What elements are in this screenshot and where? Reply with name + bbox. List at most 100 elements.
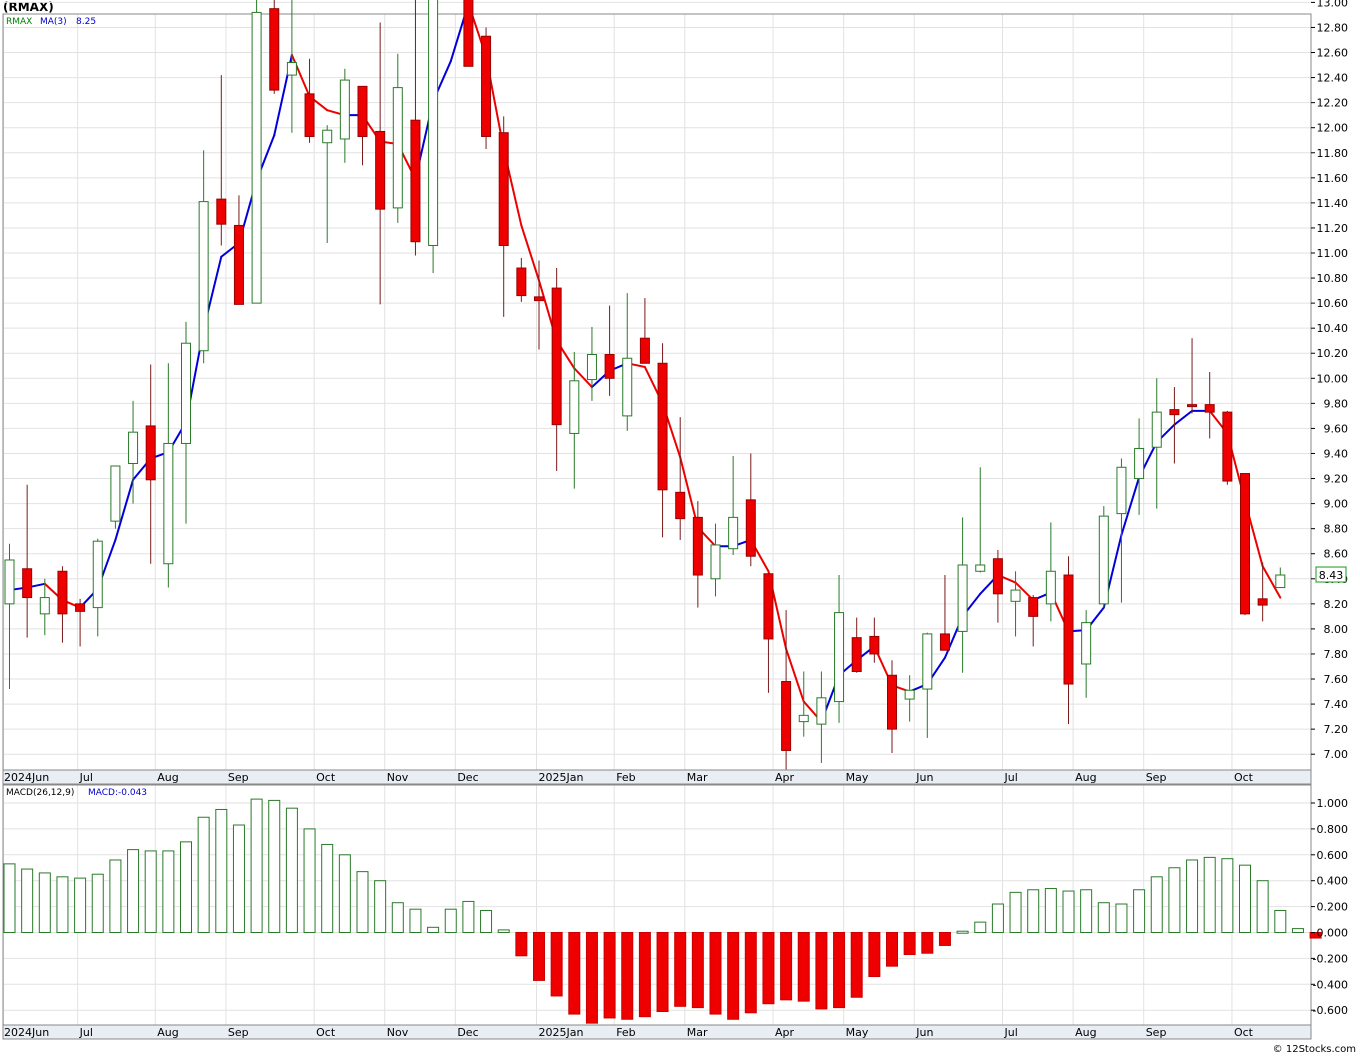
macd-bar (533, 932, 545, 981)
candle-body (428, 0, 439, 246)
macd-bar (938, 932, 951, 946)
macd-bar (1009, 891, 1022, 933)
macd-bar (974, 921, 987, 934)
price-y-tick-label: 9.60 (1324, 422, 1349, 435)
macd-bar (1097, 902, 1110, 934)
price-y-tick-label: 12.60 (1317, 47, 1349, 60)
candle-body (1081, 622, 1092, 665)
macd-bar (833, 932, 846, 1009)
candle-body (869, 635, 880, 655)
candle-body (728, 516, 739, 550)
price-y-tick-label: 10.40 (1317, 322, 1349, 335)
macd-bar (1027, 889, 1040, 934)
candle-body (216, 198, 227, 225)
macd-bar (1044, 887, 1057, 933)
macd-bar (268, 799, 281, 933)
macd-bar (1274, 909, 1287, 933)
macd-bar (74, 877, 87, 933)
macd-x-month-label: Jul (79, 1026, 93, 1039)
macd-bar (144, 850, 157, 933)
macd-bar (162, 850, 175, 933)
candle-body (4, 559, 15, 605)
candle-body (816, 697, 827, 725)
price-y-tick-label: 9.40 (1324, 447, 1349, 460)
macd-bar (38, 872, 51, 933)
macd-bars (3, 798, 1322, 1024)
candle-body (198, 201, 209, 352)
candle-body (339, 79, 350, 140)
price-y-tick-label: 12.40 (1317, 72, 1349, 85)
macd-bar (515, 932, 528, 957)
price-x-month-label: 2025Jan (539, 771, 584, 784)
macd-bar (462, 900, 475, 933)
macd-x-month-label: Nov (387, 1026, 409, 1039)
macd-bar (338, 854, 351, 933)
last-price-box (1315, 566, 1347, 583)
macd-x-month-label: Aug (1075, 1026, 1096, 1039)
macd-bar (1221, 858, 1234, 933)
macd-x-month-label: Apr (775, 1026, 795, 1039)
macd-bar (603, 932, 616, 1019)
macd-bar (250, 798, 263, 933)
candle-body (57, 570, 68, 615)
price-y-tick-label: 8.80 (1324, 523, 1349, 536)
candle-body (887, 674, 897, 730)
price-x-month-label: Oct (316, 771, 336, 784)
price-y-tick-label: 12.00 (1317, 122, 1349, 135)
macd-bar (356, 871, 369, 934)
macd-bar (850, 932, 863, 998)
macd-x-month-label: Sep (1146, 1026, 1167, 1039)
macd-bar (1062, 890, 1075, 933)
price-x-month-label: Nov (387, 771, 409, 784)
candle-body (851, 637, 862, 673)
macd-x-month-label: Aug (157, 1026, 178, 1039)
macd-bar (409, 908, 422, 934)
macd-bar (1150, 876, 1163, 934)
macd-x-month-label: Feb (616, 1026, 635, 1039)
macd-x-month-label: Oct (1234, 1026, 1254, 1039)
macd-bar (1256, 880, 1269, 934)
price-y-tick-label: 9.20 (1324, 473, 1349, 486)
price-y-tick-label: 8.20 (1324, 598, 1349, 611)
macd-bar (585, 932, 598, 1024)
macd-bar (109, 859, 122, 933)
macd-bar (56, 876, 69, 934)
price-y-tick-label: 12.20 (1317, 97, 1349, 110)
price-y-tick-label: 7.60 (1324, 673, 1349, 686)
macd-bar (427, 926, 440, 934)
ma-segment (679, 456, 699, 529)
watermark: © 12Stocks.com (1273, 1044, 1356, 1055)
candle-body (1045, 570, 1056, 605)
ma-segment (520, 224, 540, 282)
candle-body (569, 380, 580, 434)
candle-body (1187, 404, 1198, 408)
macd-bar (727, 932, 740, 1020)
macd-legend-value: MACD:-0.043 (88, 788, 147, 798)
macd-y-tick-label: 0.000 (1317, 927, 1349, 940)
chart-title: (RMAX) (3, 0, 54, 14)
candle-body (1028, 597, 1039, 617)
candle-body (781, 681, 792, 751)
candle-body (269, 8, 280, 91)
price-y-tick-label: 7.20 (1324, 723, 1349, 736)
ma-segment (114, 478, 135, 541)
macd-y-tick-label: -0.600 (1313, 1004, 1348, 1017)
legend-ma-value: 8.25 (76, 17, 96, 27)
price-y-tick-label: 7.80 (1324, 648, 1349, 661)
price-y-tick-label: 8.60 (1324, 548, 1349, 561)
price-y-tick-label: 11.00 (1317, 247, 1349, 260)
macd-x-month-label: May (846, 1026, 869, 1039)
price-y-tick-label: 9.00 (1324, 498, 1349, 511)
candle-body (1010, 589, 1021, 602)
candle-body (957, 564, 968, 632)
candle-body (1116, 466, 1127, 515)
candle-body (1063, 574, 1074, 685)
candle-body (1169, 409, 1180, 416)
candle-body (498, 132, 509, 246)
candle-body (534, 296, 544, 302)
macd-x-month-label: Jul (1003, 1026, 1017, 1039)
candle-body (1098, 515, 1109, 605)
macd-bar (991, 903, 1004, 934)
price-y-tick-label: 11.80 (1317, 147, 1349, 160)
